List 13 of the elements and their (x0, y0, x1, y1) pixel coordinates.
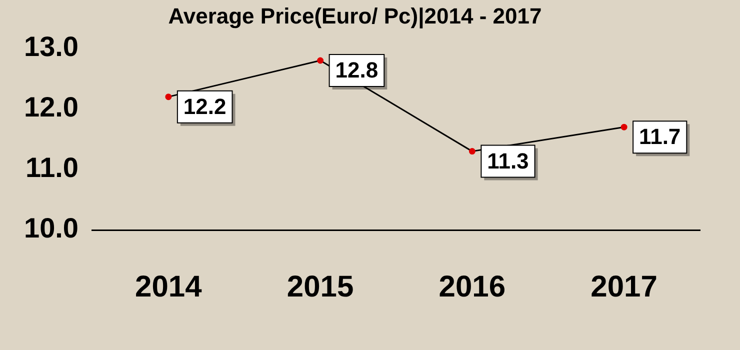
y-tick-label: 11.0 (26, 152, 78, 184)
x-tick-label: 2017 (590, 270, 658, 304)
x-tick-label: 2016 (438, 270, 506, 304)
chart-title: Average Price(Euro/ Pc)|2014 - 2017 (168, 3, 542, 28)
data-label: 11.7 (639, 124, 681, 150)
y-tick-label: 12.0 (24, 92, 78, 123)
data-label: 11.3 (487, 148, 529, 174)
y-tick-label: 10.0 (24, 212, 78, 244)
data-label: 12.8 (335, 58, 378, 83)
data-label: 12.2 (183, 94, 226, 119)
x-tick-label: 2015 (286, 270, 354, 304)
y-tick-label: 13.0 (24, 31, 78, 62)
x-tick-label: 2014 (135, 270, 202, 304)
